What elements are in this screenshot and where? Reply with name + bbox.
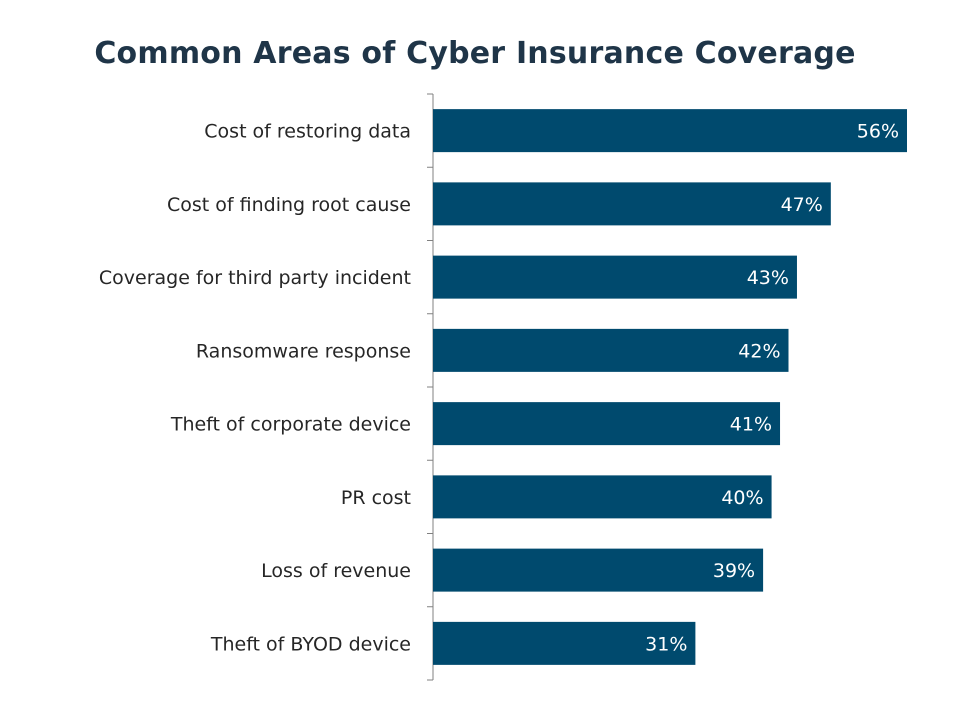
category-label: Coverage for third party incident (99, 267, 411, 289)
data-label: 31% (645, 633, 687, 655)
chart-title: Common Areas of Cyber Insurance Coverage (94, 36, 856, 71)
category-label: Ransomware response (196, 340, 411, 362)
bar (433, 621, 696, 665)
bar (433, 475, 772, 519)
category-label: Theft of corporate device (170, 414, 411, 436)
data-label: 40% (721, 487, 763, 509)
bar (433, 182, 831, 226)
category-label: Theft of BYOD device (210, 633, 411, 655)
data-label: 39% (713, 560, 755, 582)
bar (433, 402, 781, 446)
bar (433, 548, 764, 592)
bar (433, 109, 907, 153)
category-label: PR cost (341, 487, 411, 509)
category-label: Cost of restoring data (204, 121, 411, 143)
axis-layer (427, 93, 434, 681)
bars-layer (433, 109, 907, 665)
data-label: 56% (857, 121, 899, 143)
category-label: Cost of finding root cause (167, 194, 411, 216)
data-label: 42% (738, 340, 780, 362)
category-label: Loss of revenue (261, 560, 411, 582)
bar (433, 255, 797, 299)
data-label: 47% (781, 194, 823, 216)
data-label: 41% (730, 414, 772, 436)
bar (433, 328, 789, 372)
data-label: 43% (747, 267, 789, 289)
labels-layer: Cost of restoring data 56% Cost of finding… (99, 121, 899, 656)
